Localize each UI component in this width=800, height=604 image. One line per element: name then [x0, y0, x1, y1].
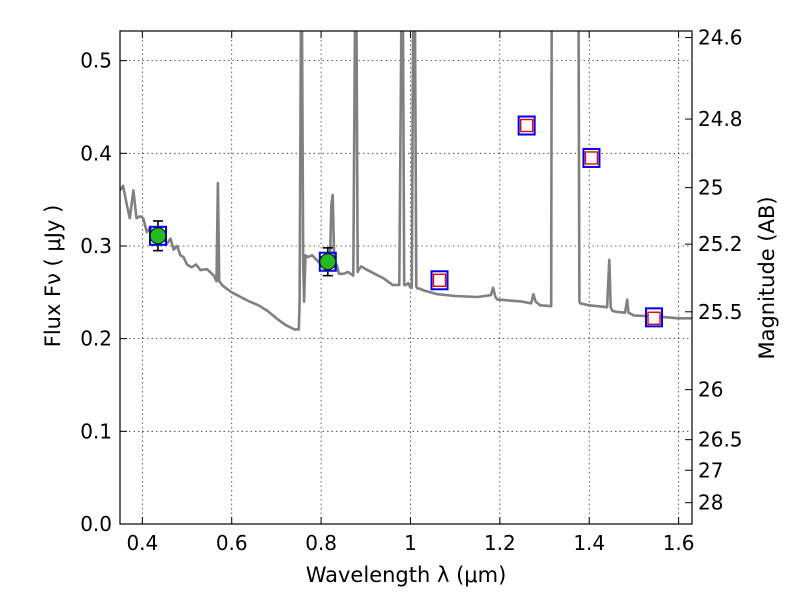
model-band-box: [645, 307, 664, 328]
x-tick-label: 0.4: [126, 531, 158, 555]
y-tick-label: 0.2: [80, 327, 112, 351]
magnitude-tick-label: 27: [698, 458, 723, 482]
model-spectrum: [120, 31, 692, 331]
x-tick-label: 1.6: [663, 531, 695, 555]
model-band-box: [517, 115, 536, 136]
magnitude-tick-label: 25: [698, 176, 723, 200]
detection-point: [149, 227, 167, 245]
model-band-box: [430, 270, 449, 291]
magnitude-tick-label: 24.8: [698, 107, 743, 131]
magnitude-tick-label: 26: [698, 378, 723, 402]
y-tick-label: 0.0: [80, 512, 112, 536]
magnitude-tick-label: 26.5: [698, 428, 743, 452]
x-tick-label: 0.8: [305, 531, 337, 555]
axis-ticks: 0.4 0.6 0.8 1 1.2 1.4 1.6 0.0 0.1 0.2 0.3 0.4 0.5 24.…: [80, 25, 742, 555]
magnitude-tick-label: 25.2: [698, 232, 743, 256]
upper-limit-box: [584, 151, 599, 165]
x-tick-label: 1: [404, 531, 417, 555]
upper-limit-box: [647, 311, 661, 325]
magnitude-tick-label: 24.6: [698, 25, 743, 49]
y-axis-title: Flux Fν ( μJy ): [41, 205, 65, 348]
model-spectrum-line: [120, 31, 692, 331]
magnitude-tick-label: 25.5: [698, 300, 743, 324]
x-tick-label: 1.2: [484, 531, 516, 555]
upper-limit-box: [519, 118, 534, 133]
photometry-markers: [148, 115, 664, 328]
upper-limit-box: [432, 273, 447, 287]
y-tick-label: 0.5: [80, 49, 112, 73]
x-tick-label: 1.4: [573, 531, 605, 555]
y-tick-label: 0.3: [80, 234, 112, 258]
detection-point: [319, 253, 337, 271]
x-tick-label: 0.6: [216, 531, 248, 555]
grid-lines: [120, 31, 692, 525]
model-band-box: [582, 147, 601, 168]
x-axis-title: Wavelength λ (μm): [306, 563, 507, 587]
right-axis-title: Magnitude (AB): [755, 196, 779, 359]
magnitude-tick-label: 28: [698, 491, 723, 515]
plot-frame: [119, 30, 693, 525]
y-tick-label: 0.1: [80, 419, 112, 443]
y-tick-label: 0.4: [80, 141, 112, 165]
